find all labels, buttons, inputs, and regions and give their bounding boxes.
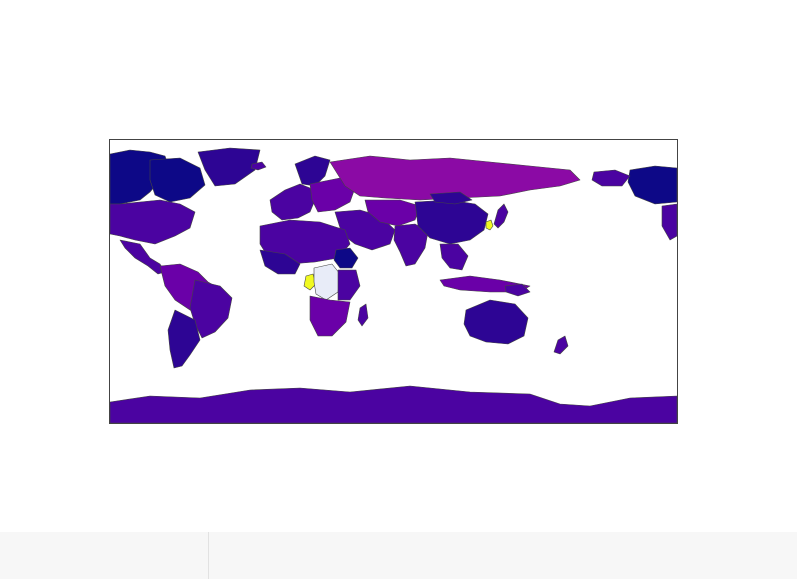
region-antarctica[interactable] xyxy=(110,385,677,423)
region-usa-wrap[interactable] xyxy=(661,203,677,241)
region-usa[interactable] xyxy=(110,199,196,245)
region-southeast-asia[interactable] xyxy=(439,243,469,271)
region-dr-congo[interactable] xyxy=(313,263,341,301)
region-greenland[interactable] xyxy=(197,147,261,187)
region-mongolia[interactable] xyxy=(429,191,473,205)
region-japan[interactable] xyxy=(493,203,509,229)
region-south-america-south[interactable] xyxy=(167,309,201,369)
region-west-africa[interactable] xyxy=(259,249,301,275)
region-papua[interactable] xyxy=(504,283,531,297)
region-mexico-central-america[interactable] xyxy=(119,239,166,275)
region-europe-west[interactable] xyxy=(269,183,316,221)
region-central-asia[interactable] xyxy=(364,199,421,227)
region-new-zealand[interactable] xyxy=(553,335,569,355)
region-gabon[interactable] xyxy=(303,273,317,291)
region-russia[interactable] xyxy=(329,155,581,201)
region-scandinavia[interactable] xyxy=(294,155,331,187)
footer-bar xyxy=(0,532,797,579)
region-madagascar[interactable] xyxy=(357,303,369,327)
region-canada-east[interactable] xyxy=(149,157,206,203)
region-australia[interactable] xyxy=(463,299,529,345)
map-canvas[interactable] xyxy=(110,140,677,423)
region-east-africa[interactable] xyxy=(337,269,361,301)
footer-right-panel xyxy=(210,532,797,579)
world-choropleth-map[interactable] xyxy=(109,139,678,424)
region-ethiopia[interactable] xyxy=(333,247,359,269)
region-iceland[interactable] xyxy=(250,161,267,171)
region-chukotka[interactable] xyxy=(591,169,631,187)
region-alaska-wrap[interactable] xyxy=(627,165,677,205)
region-southern-africa[interactable] xyxy=(309,295,351,337)
region-south-korea[interactable] xyxy=(485,219,494,231)
region-brazil[interactable] xyxy=(189,279,233,339)
footer-left-panel xyxy=(0,532,209,579)
